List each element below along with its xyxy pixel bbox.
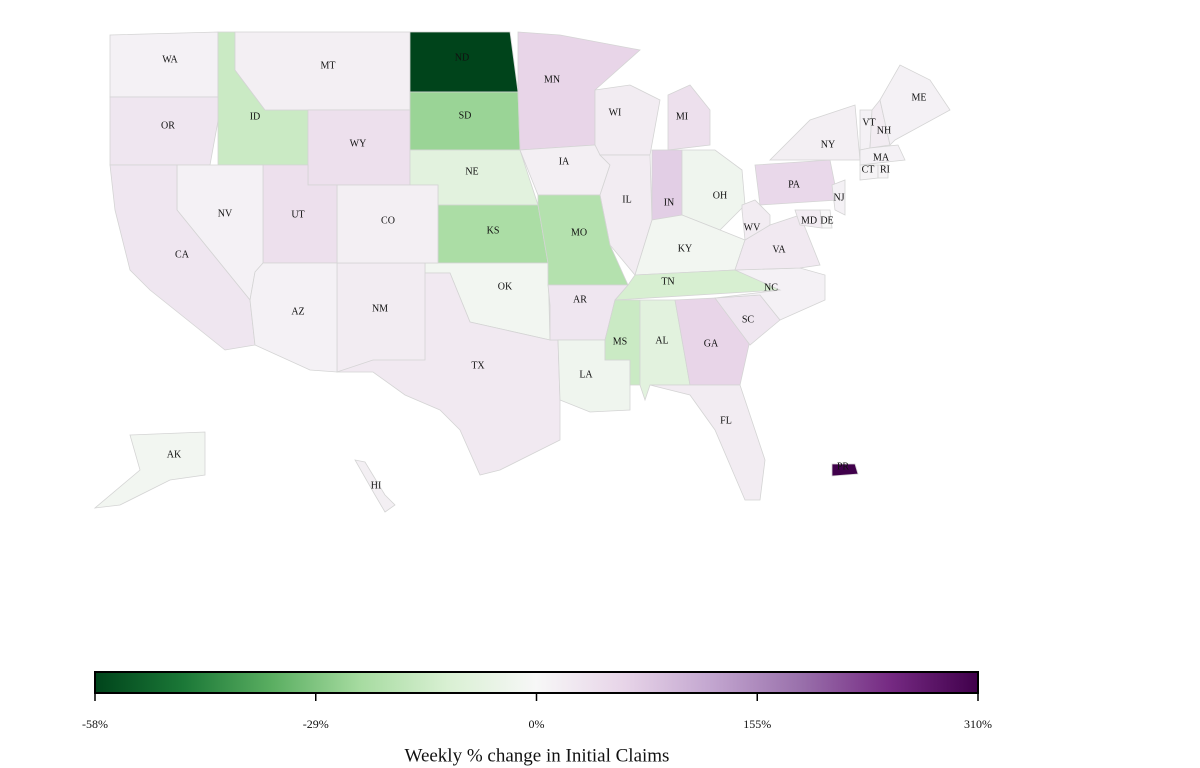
state-label: FL bbox=[720, 415, 732, 426]
state-label: OK bbox=[498, 281, 513, 292]
state bbox=[667, 84, 711, 151]
state-label: IL bbox=[622, 194, 631, 205]
state-label: TN bbox=[661, 276, 674, 287]
state-label: HI bbox=[371, 480, 382, 491]
state-label: AK bbox=[167, 449, 182, 460]
state-label: CO bbox=[381, 215, 395, 226]
state-label: IN bbox=[664, 197, 675, 208]
state-label: PR bbox=[837, 461, 850, 472]
state bbox=[519, 144, 611, 196]
state-label: SD bbox=[459, 110, 472, 121]
state-label: NH bbox=[877, 125, 891, 136]
state-label: GA bbox=[704, 338, 719, 349]
state-label: TX bbox=[471, 360, 485, 371]
state-labels: WA OR ID MT WY ND SD NE KS OK TX NM CO UT NV CA AZ MN WI IA… bbox=[161, 52, 926, 491]
state-label: NY bbox=[821, 139, 835, 150]
state-label: KS bbox=[487, 225, 500, 236]
state bbox=[249, 262, 338, 373]
state-label: LA bbox=[579, 369, 593, 380]
state-label: UT bbox=[291, 209, 304, 220]
state bbox=[859, 144, 906, 166]
state-label: AR bbox=[573, 294, 587, 305]
colorbar-label: Weekly % change in Initial Claims bbox=[405, 745, 670, 766]
state bbox=[879, 64, 951, 146]
state-label: KY bbox=[678, 243, 692, 254]
state bbox=[831, 463, 859, 477]
state bbox=[109, 164, 256, 351]
state bbox=[794, 209, 823, 229]
state bbox=[714, 267, 826, 321]
state-label: NC bbox=[764, 282, 778, 293]
state-label: MI bbox=[676, 111, 688, 122]
state-label: VA bbox=[772, 244, 786, 255]
state-label: RI bbox=[880, 164, 890, 175]
state-label: PA bbox=[788, 179, 801, 190]
states bbox=[93, 31, 951, 513]
state-label: NM bbox=[372, 303, 388, 314]
state bbox=[651, 149, 683, 221]
state-label: MT bbox=[321, 60, 336, 71]
colorbar-gradient bbox=[94, 671, 979, 694]
state-label: OH bbox=[713, 190, 727, 201]
state bbox=[741, 199, 771, 241]
state bbox=[336, 262, 426, 373]
colorbar-tick-label: 310% bbox=[964, 717, 992, 731]
state-label: WY bbox=[350, 138, 367, 149]
colorbar-tick-label: 155% bbox=[743, 717, 771, 731]
state bbox=[599, 154, 653, 276]
state bbox=[831, 179, 846, 216]
state-label: IA bbox=[559, 156, 570, 167]
state-label: MA bbox=[873, 152, 890, 163]
state-label: AL bbox=[655, 335, 668, 346]
state-label: NE bbox=[465, 166, 478, 177]
state-label: MS bbox=[613, 336, 627, 347]
state bbox=[594, 84, 661, 156]
state bbox=[649, 384, 766, 501]
state-label: ID bbox=[250, 111, 261, 122]
colorbar: -58% -29% 0% 155% 310% bbox=[82, 671, 992, 731]
state-label: AZ bbox=[291, 306, 304, 317]
state-label: ME bbox=[912, 92, 927, 103]
state-label: MD bbox=[801, 215, 817, 226]
state-label: DE bbox=[820, 215, 833, 226]
state-label: ND bbox=[455, 52, 469, 63]
colorbar-tick-label: -58% bbox=[82, 717, 108, 731]
state-label: CT bbox=[862, 164, 875, 175]
state bbox=[354, 459, 396, 513]
state bbox=[877, 164, 889, 179]
state-label: NV bbox=[218, 208, 233, 219]
state-label: MO bbox=[571, 227, 587, 238]
state-label: MN bbox=[544, 74, 560, 85]
state-label: WA bbox=[162, 54, 178, 65]
state-label: OR bbox=[161, 120, 175, 131]
state-label: WV bbox=[744, 222, 761, 233]
state-label: SC bbox=[742, 314, 755, 325]
state-label: CA bbox=[175, 249, 190, 260]
colorbar-tick-label: 0% bbox=[529, 717, 545, 731]
state-label: NJ bbox=[833, 192, 844, 203]
state bbox=[109, 96, 221, 166]
state bbox=[769, 104, 861, 161]
state-label: VT bbox=[862, 117, 875, 128]
state-label: WI bbox=[609, 107, 622, 118]
state bbox=[93, 431, 206, 509]
colorbar-tick-label: -29% bbox=[303, 717, 329, 731]
